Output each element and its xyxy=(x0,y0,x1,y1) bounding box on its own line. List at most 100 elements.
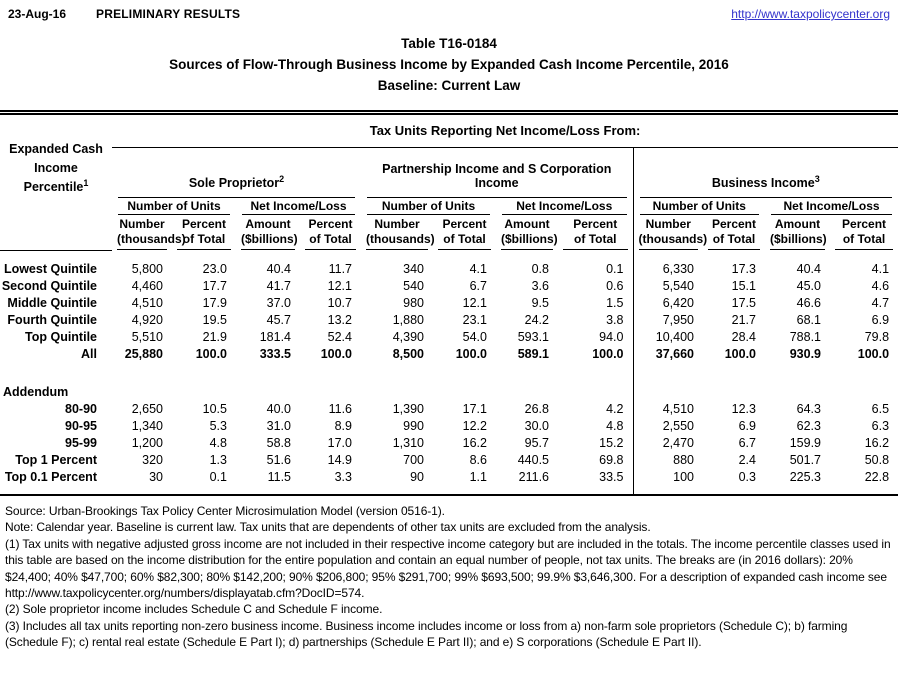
column-header: Percent of Total xyxy=(300,215,361,250)
cell: 100 xyxy=(632,468,703,485)
column-header: Number (thousands) xyxy=(361,215,435,250)
cell: 12.1 xyxy=(462,295,487,310)
cell xyxy=(496,383,558,400)
column-header-row: Number (thousands) Percent of Total Amount ($… xyxy=(0,215,898,250)
row-label xyxy=(0,250,112,260)
cell xyxy=(765,383,830,400)
column-header: Number (thousands) xyxy=(632,215,707,250)
row-label: 95-99 xyxy=(65,435,97,450)
group-header: Sole Proprietor2 xyxy=(112,148,361,198)
cell: 2,650 xyxy=(131,401,163,416)
cell xyxy=(703,383,765,400)
cell: 3.8 xyxy=(606,312,624,327)
row-label: Lowest Quintile xyxy=(3,261,97,276)
row-label: 80-90 xyxy=(65,401,97,416)
cell xyxy=(172,383,236,400)
cell: 4,920 xyxy=(131,312,163,327)
cell: 980 xyxy=(403,295,424,310)
cell: 593.1 xyxy=(517,329,549,344)
cell: 440.5 xyxy=(517,452,549,467)
subgroup-header: Net Income/Loss xyxy=(496,198,633,215)
column-header: Amount ($billions) xyxy=(765,215,830,250)
cell xyxy=(496,250,558,260)
cell: 211.6 xyxy=(518,469,549,484)
cell: 40.4 xyxy=(266,261,291,276)
website-link-container: http://www.taxpolicycenter.org xyxy=(731,7,890,21)
cell: 14.9 xyxy=(327,452,352,467)
cell xyxy=(361,362,433,383)
cell: 4.1 xyxy=(871,261,890,276)
cell: 1,310 xyxy=(392,435,424,450)
cell: 45.0 xyxy=(796,278,821,293)
cell: 17.0 xyxy=(327,435,352,450)
cell: 6.7 xyxy=(738,435,756,450)
cell: 40.0 xyxy=(266,401,291,416)
cell xyxy=(830,250,898,260)
cell: 4.2 xyxy=(606,401,624,416)
cell: 37.0 xyxy=(266,295,291,310)
cell: 54.0 xyxy=(462,329,487,344)
group-header-row: Sole Proprietor2 Partnership Income and S… xyxy=(0,147,898,198)
cell: 100.0 xyxy=(724,346,756,361)
cell: 100.0 xyxy=(592,346,624,361)
table-row: 90-95 1,340 5.3 31.0 8.9 990 12.2 30.0 4.8 2,550 6… xyxy=(0,417,898,434)
cell: 1,340 xyxy=(131,418,163,433)
cell xyxy=(703,250,765,260)
cell: 4.1 xyxy=(469,261,487,276)
column-header: Number (thousands) xyxy=(112,215,186,250)
cell: 28.4 xyxy=(731,329,756,344)
cell xyxy=(361,250,433,260)
footnote: Source: Urban-Brookings Tax Policy Cente… xyxy=(5,504,445,518)
cell xyxy=(433,362,496,383)
cell: 25,880 xyxy=(124,346,163,361)
cell: 62.3 xyxy=(796,418,821,433)
cell xyxy=(112,485,172,495)
row-label: Addendum xyxy=(3,384,69,399)
table-row: Second Quintile 4,460 17.7 41.7 12.1 540 6.7 3.… xyxy=(0,277,898,294)
subgroup-header: Number of Units xyxy=(112,198,236,215)
cell: 5,800 xyxy=(131,261,163,276)
cell: 3.3 xyxy=(334,469,352,484)
cell: 79.8 xyxy=(864,329,890,344)
cell: 12.1 xyxy=(327,278,352,293)
cell: 40.4 xyxy=(796,261,821,276)
cell: 37,660 xyxy=(632,345,703,362)
table-row: Fourth Quintile 4,920 19.5 45.7 13.2 1,880 23.… xyxy=(0,311,898,328)
cell: 6.9 xyxy=(738,418,756,433)
cell: 990 xyxy=(403,418,424,433)
cell xyxy=(765,250,830,260)
taxpolicycenter-link[interactable]: http://www.taxpolicycenter.org xyxy=(731,7,890,21)
cell: 9.5 xyxy=(531,295,549,310)
cell xyxy=(632,383,703,400)
cell xyxy=(300,362,361,383)
column-header: Percent of Total xyxy=(830,215,898,250)
group-header: Partnership Income and S Corporation Inc… xyxy=(361,148,633,198)
cell xyxy=(830,485,898,495)
subgroup-header: Net Income/Loss xyxy=(236,198,361,215)
income-table: Expanded Cash Income Percentile1 Tax Units… xyxy=(0,110,898,496)
cell: 1,390 xyxy=(392,401,424,416)
cell: 930.9 xyxy=(789,346,821,361)
cell: 6.7 xyxy=(469,278,487,293)
cell xyxy=(172,362,236,383)
cell: 11.6 xyxy=(328,401,352,416)
row-label xyxy=(0,362,112,383)
cell: 4.8 xyxy=(606,418,624,433)
table-row: Top 1 Percent 320 1.3 51.6 14.9 700 8.6 440.5 69… xyxy=(0,451,898,468)
cell: 45.7 xyxy=(266,312,291,327)
cell xyxy=(300,485,361,495)
cell: 13.2 xyxy=(327,312,352,327)
cell: 1,880 xyxy=(392,312,424,327)
cell xyxy=(236,383,300,400)
cell: 501.7 xyxy=(789,452,821,467)
cell: 46.6 xyxy=(796,295,821,310)
preliminary-results-label: PRELIMINARY RESULTS xyxy=(96,7,241,21)
cell xyxy=(172,250,236,260)
cell: 340 xyxy=(403,261,424,276)
column-header: Percent of Total xyxy=(703,215,765,250)
cell: 23.1 xyxy=(462,312,487,327)
cell: 8.6 xyxy=(469,452,487,467)
cell: 6,420 xyxy=(632,294,703,311)
cell: 2,470 xyxy=(632,434,703,451)
cell: 159.9 xyxy=(789,435,821,450)
